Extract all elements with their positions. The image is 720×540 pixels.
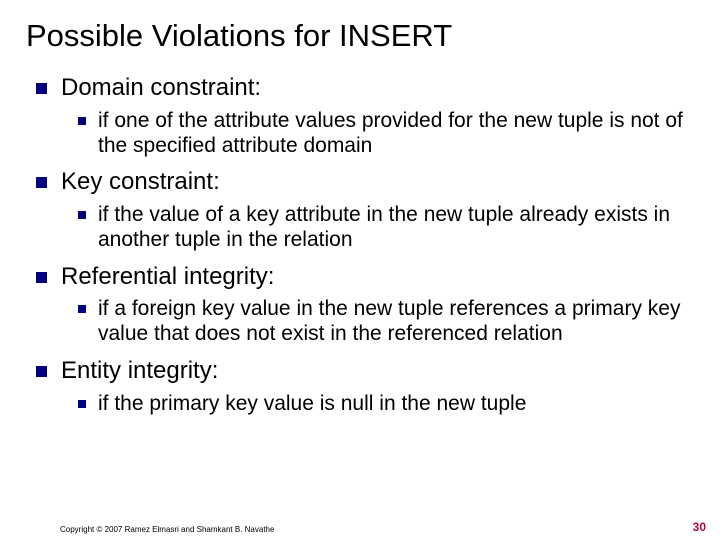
item-sub: if a foreign key value in the new tuple … (98, 297, 694, 347)
item-label: Key constraint: (61, 168, 220, 197)
bullet-icon (78, 211, 86, 219)
bullet-icon (78, 117, 86, 125)
slide-title: Possible Violations for INSERT (26, 18, 694, 54)
bullet-icon (36, 366, 47, 377)
list-item: Key constraint: (26, 168, 694, 197)
bullet-icon (78, 305, 86, 313)
item-sub: if the value of a key attribute in the n… (98, 203, 694, 253)
bullet-icon (36, 272, 47, 283)
copyright-footer: Copyright © 2007 Ramez Elmasri and Shamk… (60, 525, 274, 534)
item-sub: if the primary key value is null in the … (98, 392, 526, 417)
list-item: if the value of a key attribute in the n… (26, 203, 694, 253)
list-item: if one of the attribute values provided … (26, 109, 694, 159)
page-number: 30 (693, 520, 706, 534)
list-item: if a foreign key value in the new tuple … (26, 297, 694, 347)
list-item: Domain constraint: (26, 74, 694, 103)
bullet-icon (36, 177, 47, 188)
item-label: Domain constraint: (61, 74, 261, 103)
list-item: Referential integrity: (26, 263, 694, 292)
item-sub: if one of the attribute values provided … (98, 109, 694, 159)
bullet-icon (36, 83, 47, 94)
item-label: Referential integrity: (61, 263, 274, 292)
bullet-icon (78, 400, 86, 408)
slide: Possible Violations for INSERT Domain co… (0, 0, 720, 417)
list-item: if the primary key value is null in the … (26, 392, 694, 417)
item-label: Entity integrity: (61, 357, 218, 386)
list-item: Entity integrity: (26, 357, 694, 386)
